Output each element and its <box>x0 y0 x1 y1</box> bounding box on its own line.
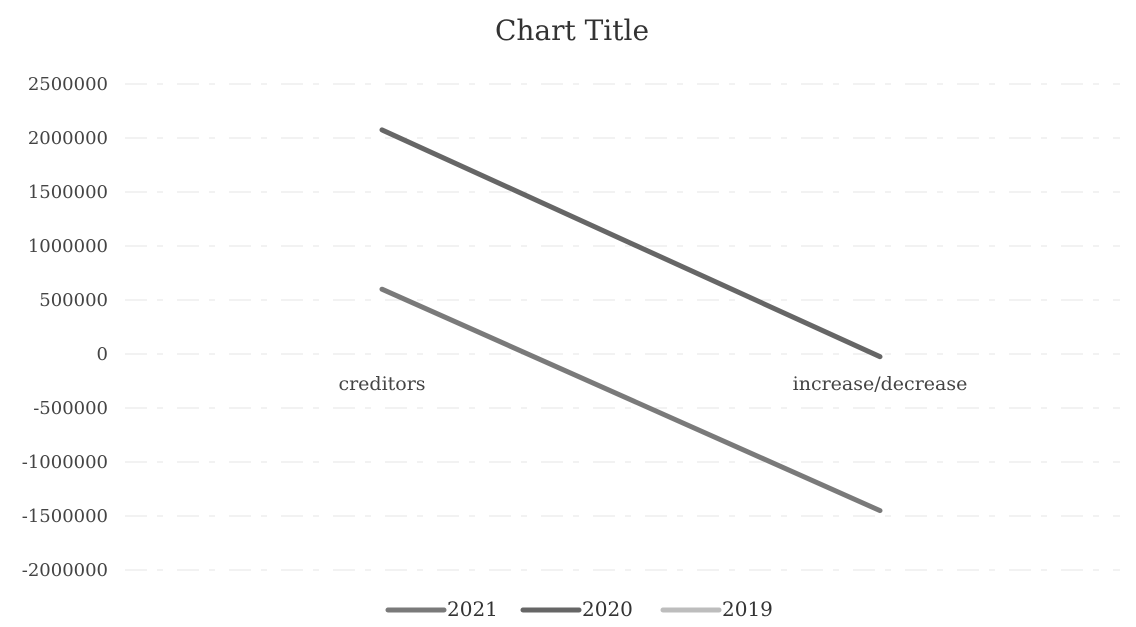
y-tick-label: -2000000 <box>22 560 108 581</box>
y-tick-label: 1000000 <box>28 236 108 257</box>
series-line-2021 <box>379 286 883 514</box>
legend: 2021 2020 2019 <box>385 597 773 621</box>
y-tick-label: -1000000 <box>22 452 108 473</box>
y-tick-label: 500000 <box>39 290 108 311</box>
y-axis-tick-labels: 2500000 2000000 1500000 1000000 500000 0 -5000… <box>22 74 108 581</box>
legend-label: 2021 <box>447 597 498 621</box>
category-label: creditors <box>338 373 425 395</box>
y-tick-label: -1500000 <box>22 506 108 527</box>
legend-label: 2020 <box>582 597 633 621</box>
series-lines <box>379 127 883 514</box>
y-tick-label: 2500000 <box>28 74 108 95</box>
legend-label: 2019 <box>722 597 773 621</box>
category-label: increase/decrease <box>793 373 968 395</box>
y-tick-label: 2000000 <box>28 128 108 149</box>
series-line-2020 <box>379 127 883 360</box>
y-tick-label: 1500000 <box>28 182 108 203</box>
y-tick-label: 0 <box>97 344 108 365</box>
chart-title: Chart Title <box>495 14 649 47</box>
category-labels: creditors increase/decrease <box>338 373 967 395</box>
gridlines <box>125 83 1120 571</box>
y-tick-label: -500000 <box>33 398 108 419</box>
